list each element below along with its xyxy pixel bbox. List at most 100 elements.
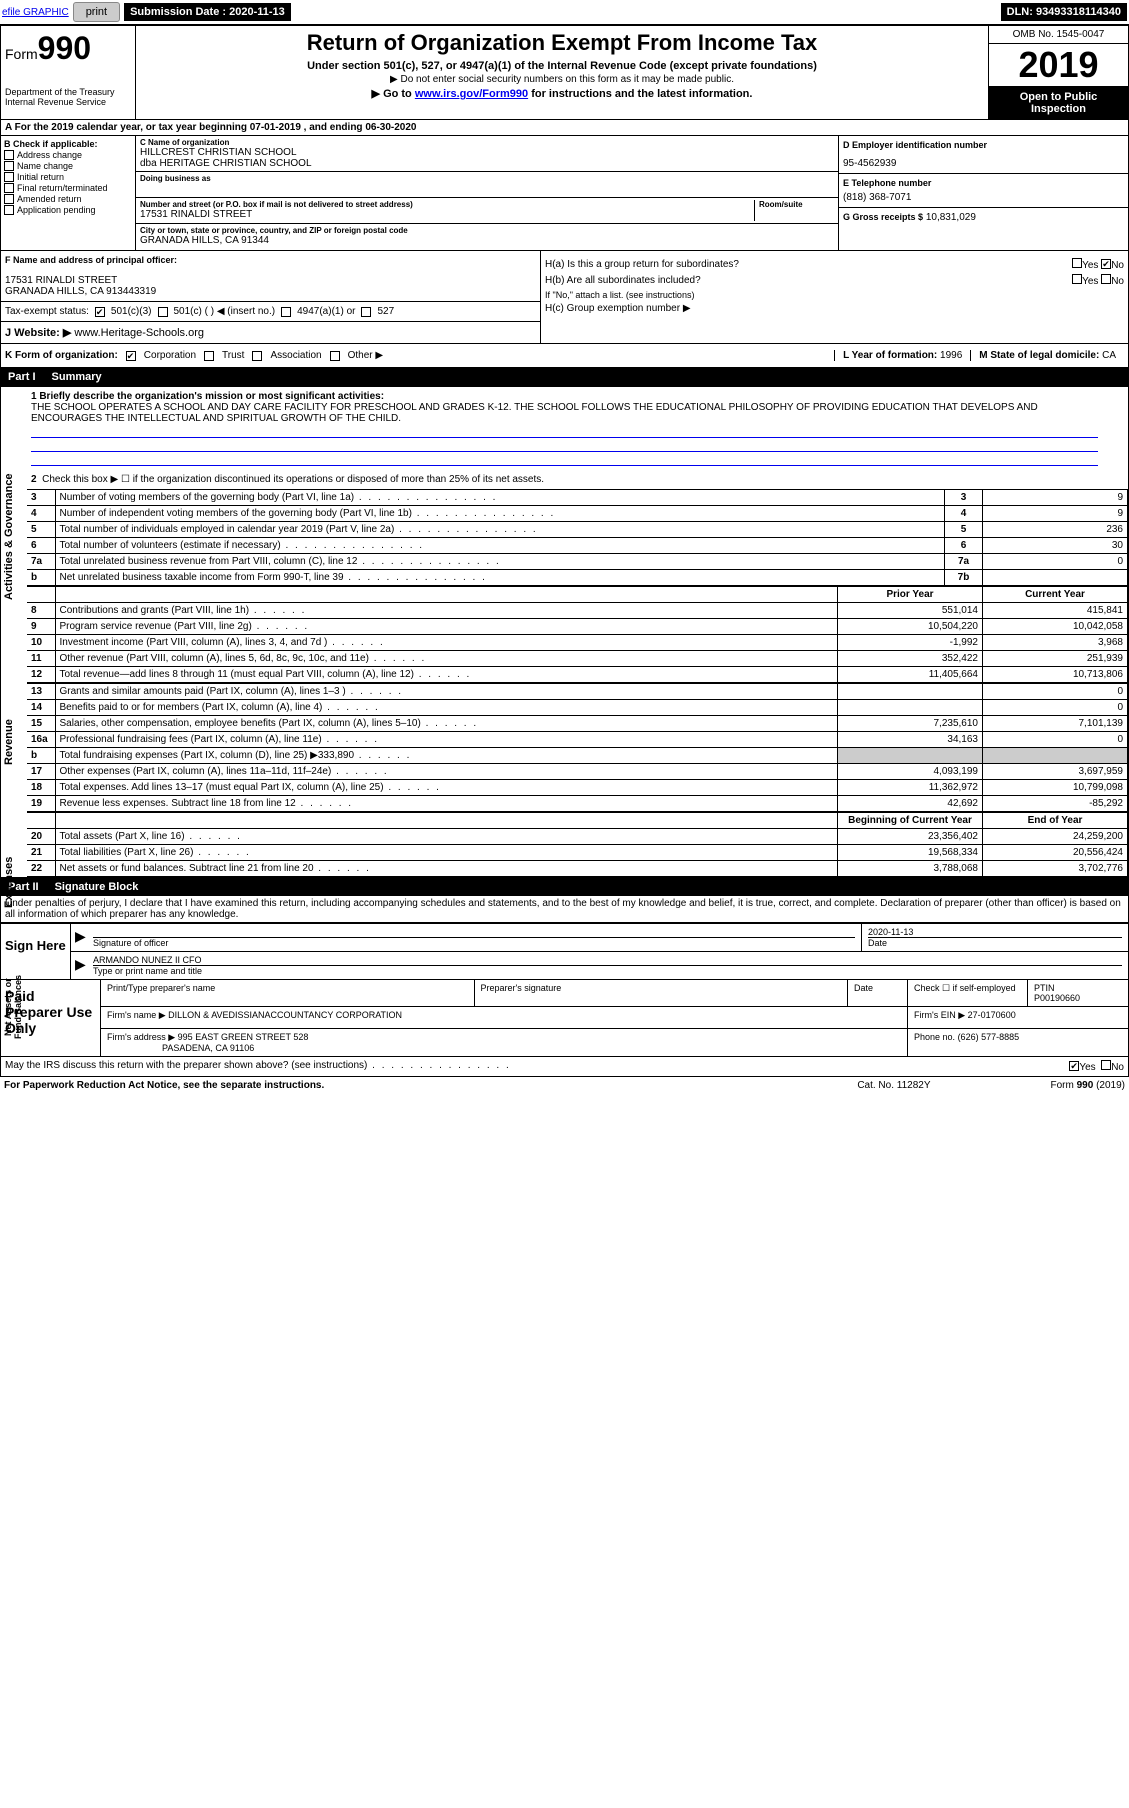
form-subtitle: Under section 501(c), 527, or 4947(a)(1)… xyxy=(140,60,984,72)
j-label: J Website: ▶ xyxy=(5,327,71,339)
side-rev: Revenue xyxy=(3,687,15,797)
ein-val: 27-0170600 xyxy=(968,1010,1016,1020)
part1-num: Part I xyxy=(0,368,44,386)
chk-hb-yes[interactable] xyxy=(1072,274,1082,284)
chk-hb-no[interactable] xyxy=(1101,274,1111,284)
section-fhj: F Name and address of principal officer:… xyxy=(0,251,1129,344)
c-name-label: C Name of organization xyxy=(140,138,834,147)
tax-label: Tax-exempt status: xyxy=(5,306,89,317)
instructions-line: ▶ Go to www.irs.gov/Form990 for instruct… xyxy=(140,87,984,100)
m-label: M State of legal domicile: xyxy=(979,350,1099,361)
hb-label: H(b) Are all subordinates included? xyxy=(545,275,701,286)
paid-preparer: Paid Preparer Use Only Print/Type prepar… xyxy=(0,980,1129,1057)
ptin-label: PTIN xyxy=(1034,983,1122,993)
part1-header: Part I Summary xyxy=(0,368,1129,386)
chk-ha-no[interactable] xyxy=(1101,259,1111,269)
m-val: CA xyxy=(1102,350,1116,361)
tax-year: 2019 xyxy=(989,44,1128,87)
form-number: 990 xyxy=(38,30,91,66)
officer-name: ARMANDO NUNEZ II CFO xyxy=(93,955,1122,965)
sign-block: Sign Here ▶ Signature of officer 2020-11… xyxy=(0,923,1129,980)
efile-link[interactable]: efile GRAPHIC xyxy=(2,7,69,18)
l-val: 1996 xyxy=(940,350,962,361)
firm-label: Firm's name ▶ xyxy=(107,1010,166,1020)
chk-discuss-yes[interactable] xyxy=(1069,1061,1079,1071)
firm-addr-label: Firm's address ▶ xyxy=(107,1032,175,1042)
website-val: www.Heritage-Schools.org xyxy=(74,327,204,339)
city-label: City or town, state or province, country… xyxy=(140,226,834,235)
chk-other[interactable] xyxy=(330,351,340,361)
form-title: Return of Organization Exempt From Incom… xyxy=(140,30,984,56)
chk-4947[interactable] xyxy=(281,307,291,317)
part2-header: Part II Signature Block xyxy=(0,878,1129,896)
chk-initial[interactable] xyxy=(4,172,14,182)
d-ein-label: D Employer identification number xyxy=(843,140,1124,150)
date-label: Date xyxy=(868,937,1122,948)
org-dba: dba HERITAGE CHRISTIAN SCHOOL xyxy=(140,158,834,169)
sig-label: Signature of officer xyxy=(93,937,855,948)
prep-sig-label: Preparer's signature xyxy=(475,980,849,1006)
chk-addr[interactable] xyxy=(4,150,14,160)
hb-note: If "No," attach a list. (see instruction… xyxy=(545,290,1124,300)
chk-assoc[interactable] xyxy=(252,351,262,361)
ein-val: 95-4562939 xyxy=(843,158,1124,169)
chk-ha-yes[interactable] xyxy=(1072,258,1082,268)
chk-pending[interactable] xyxy=(4,205,14,215)
side-ag: Activities & Governance xyxy=(3,447,15,627)
b-label: B Check if applicable: xyxy=(4,139,132,149)
chk-discuss-no[interactable] xyxy=(1101,1060,1111,1070)
hc-label: H(c) Group exemption number ▶ xyxy=(545,303,1124,314)
print-button[interactable]: print xyxy=(73,2,120,22)
prep-date-label: Date xyxy=(848,980,908,1006)
firm-addr2: PASADENA, CA 91106 xyxy=(162,1043,254,1053)
open-public: Open to Public Inspection xyxy=(989,87,1128,119)
chk-corp[interactable] xyxy=(126,351,136,361)
chk-501c3[interactable] xyxy=(95,307,105,317)
section-k: K Form of organization: Corporation Trus… xyxy=(0,344,1129,368)
part2-title: Signature Block xyxy=(47,878,1129,896)
part1-title: Summary xyxy=(44,368,1129,386)
chk-501c[interactable] xyxy=(158,307,168,317)
l-label: L Year of formation: xyxy=(843,350,937,361)
footer-mid: Cat. No. 11282Y xyxy=(857,1080,930,1091)
irs-link[interactable]: www.irs.gov/Form990 xyxy=(415,88,528,100)
side-exp: Expenses xyxy=(3,807,15,957)
gross-val: 10,831,029 xyxy=(926,212,976,223)
officer-addr1: 17531 RINALDI STREET xyxy=(5,275,536,286)
ag-table: 3Number of voting members of the governi… xyxy=(27,489,1128,586)
discuss-label: May the IRS discuss this return with the… xyxy=(5,1060,511,1073)
declaration: Under penalties of perjury, I declare th… xyxy=(0,896,1129,923)
firm-phone: (626) 577-8885 xyxy=(958,1032,1020,1042)
f-label: F Name and address of principal officer: xyxy=(5,255,536,265)
part1-body: Activities & Governance 1 Briefly descri… xyxy=(0,386,1129,878)
chk-527[interactable] xyxy=(361,307,371,317)
rev-table: Prior YearCurrent Year 8Contributions an… xyxy=(27,586,1128,683)
name-label: Type or print name and title xyxy=(93,965,1122,976)
prep-name-label: Print/Type preparer's name xyxy=(101,980,475,1006)
arrow-icon: ▶ xyxy=(71,924,87,951)
chk-final[interactable] xyxy=(4,183,14,193)
chk-amended[interactable] xyxy=(4,194,14,204)
dba-label: Doing business as xyxy=(140,174,834,183)
firm-phone-label: Phone no. xyxy=(914,1032,955,1042)
city-val: GRANADA HILLS, CA 91344 xyxy=(140,235,834,246)
sig-date: 2020-11-13 xyxy=(868,927,1122,937)
q2-label: Check this box ▶ ☐ if the organization d… xyxy=(42,474,544,485)
q1-label: 1 Briefly describe the organization's mi… xyxy=(31,391,1098,402)
chk-name[interactable] xyxy=(4,161,14,171)
net-table: Beginning of Current YearEnd of Year 20T… xyxy=(27,812,1128,877)
addr-label: Number and street (or P.O. box if mail i… xyxy=(140,200,754,209)
ptin-val: P00190660 xyxy=(1034,993,1122,1003)
year-line: A For the 2019 calendar year, or tax yea… xyxy=(0,120,1129,136)
footer-right: Form 990 (2019) xyxy=(1051,1080,1125,1091)
street-addr: 17531 RINALDI STREET xyxy=(140,209,754,220)
page-footer: For Paperwork Reduction Act Notice, see … xyxy=(0,1077,1129,1094)
discuss-row: May the IRS discuss this return with the… xyxy=(0,1057,1129,1077)
topbar: efile GRAPHIC print Submission Date : 20… xyxy=(0,0,1129,25)
dln: DLN: 93493318114340 xyxy=(1001,3,1127,21)
section-bcd: B Check if applicable: Address change Na… xyxy=(0,136,1129,251)
form-header: Form990 Department of the Treasury Inter… xyxy=(0,25,1129,120)
ssn-notice: ▶ Do not enter social security numbers o… xyxy=(140,74,984,85)
exp-table: 13Grants and similar amounts paid (Part … xyxy=(27,683,1128,812)
chk-trust[interactable] xyxy=(204,351,214,361)
